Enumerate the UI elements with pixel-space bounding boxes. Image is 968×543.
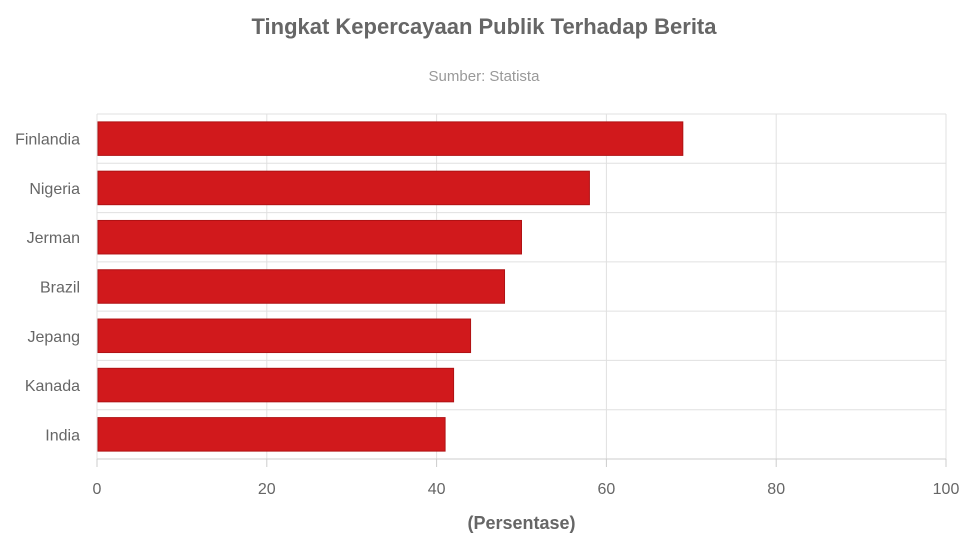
- x-tick-label-5: 100: [933, 481, 960, 498]
- category-label-nigeria: Nigeria: [29, 181, 80, 198]
- bar-kanada: [97, 367, 455, 403]
- x-tick-label-4: 80: [767, 481, 785, 498]
- chart-subtitle: Sumber: Statista: [428, 68, 540, 85]
- bar-brazil: [97, 269, 506, 304]
- category-labels: Finlandia Nigeria Jerman Brazil Jepang Kanada…: [15, 132, 80, 445]
- bar-nigeria: [97, 170, 590, 206]
- bar-jerman: [97, 219, 522, 255]
- x-tick-label-2: 40: [428, 481, 446, 498]
- x-tick-label-3: 60: [598, 481, 616, 498]
- category-label-kanada: Kanada: [25, 378, 80, 395]
- grid-lines: [96, 113, 947, 460]
- bar-india: [97, 417, 446, 452]
- category-label-jepang: Jepang: [28, 329, 81, 346]
- category-label-jerman: Jerman: [27, 230, 80, 247]
- bars: [97, 121, 684, 452]
- category-label-india: India: [45, 427, 80, 444]
- x-axis-title: (Persentase): [467, 513, 575, 533]
- x-tick-label-0: 0: [93, 481, 102, 498]
- bar-jepang: [97, 318, 472, 354]
- x-tick-labels: 0 20 40 60 80 100: [93, 459, 960, 498]
- chart-title: Tingkat Kepercayaan Publik Terhadap Beri…: [251, 14, 717, 39]
- bar-finlandia: [97, 121, 684, 156]
- category-label-finlandia: Finlandia: [15, 132, 80, 149]
- category-label-brazil: Brazil: [40, 280, 80, 297]
- x-tick-label-1: 20: [258, 481, 276, 498]
